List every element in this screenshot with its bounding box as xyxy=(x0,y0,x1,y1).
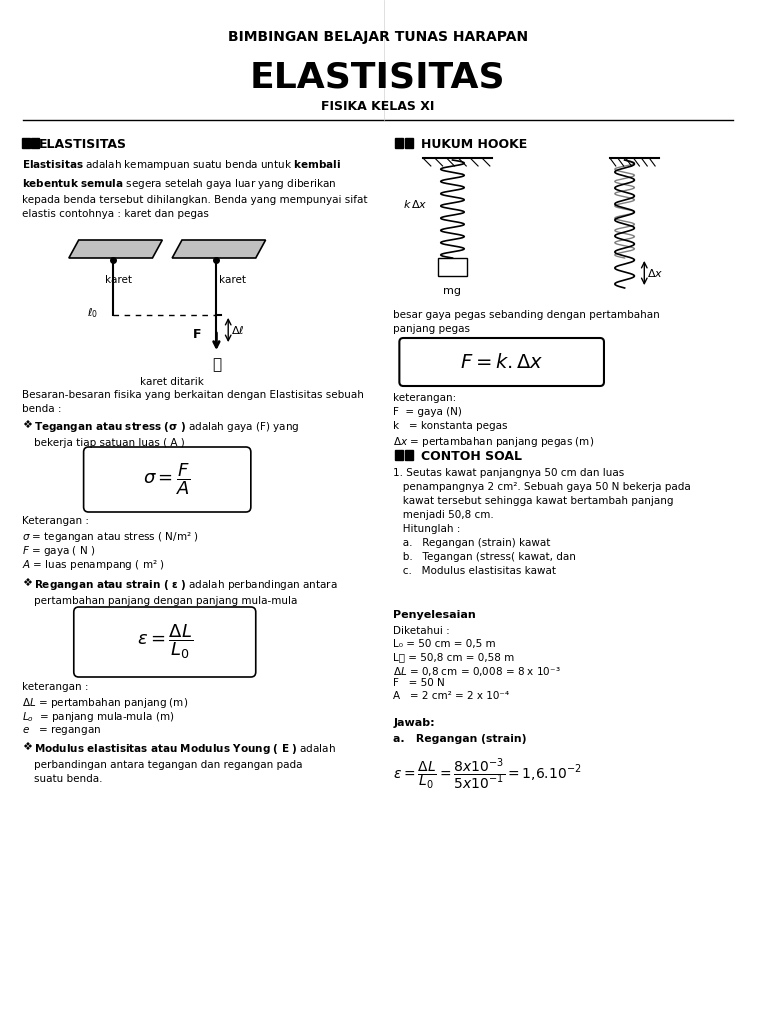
Text: keterangan:: keterangan: xyxy=(393,393,457,403)
Text: $k\,\Delta x$: $k\,\Delta x$ xyxy=(403,198,428,210)
Text: karet ditarik: karet ditarik xyxy=(141,377,204,387)
Text: $\ell_0$: $\ell_0$ xyxy=(88,306,98,319)
Text: Penyelesaian: Penyelesaian xyxy=(393,610,476,620)
Text: $\sigma$ = tegangan atau stress ( N/m² ): $\sigma$ = tegangan atau stress ( N/m² ) xyxy=(22,530,198,544)
Text: L₀ = 50 cm = 0,5 m: L₀ = 50 cm = 0,5 m xyxy=(393,639,496,649)
Text: karet: karet xyxy=(220,275,247,285)
Text: k   = konstanta pegas: k = konstanta pegas xyxy=(393,421,508,431)
Text: karet: karet xyxy=(105,275,132,285)
Text: $\mathbf{Regangan\ atau\ strain\ (\ \varepsilon\ )}$ adalah perbandingan antara
: $\mathbf{Regangan\ atau\ strain\ (\ \var… xyxy=(35,578,338,606)
Text: $\Delta x$ = pertambahan panjang pegas (m): $\Delta x$ = pertambahan panjang pegas (… xyxy=(393,435,594,449)
Text: $\sigma = \dfrac{F}{A}$: $\sigma = \dfrac{F}{A}$ xyxy=(144,462,191,498)
Text: F   = 50 N: F = 50 N xyxy=(393,678,445,688)
Text: $\mathbf{Elastisitas}$ adalah kemampuan suatu benda untuk $\mathbf{kembali}$
$\m: $\mathbf{Elastisitas}$ adalah kemampuan … xyxy=(22,158,367,219)
Text: ❖: ❖ xyxy=(22,742,31,752)
Bar xyxy=(22,138,29,148)
Text: 1. Seutas kawat panjangnya 50 cm dan luas
   penampangnya 2 cm². Sebuah gaya 50 : 1. Seutas kawat panjangnya 50 cm dan lua… xyxy=(393,468,691,575)
Polygon shape xyxy=(69,240,162,258)
Text: $\varepsilon = \dfrac{\Delta L}{L_0}$: $\varepsilon = \dfrac{\Delta L}{L_0}$ xyxy=(137,623,193,662)
Bar xyxy=(406,138,413,148)
Text: $\mathbf{Tegangan\ atau\ stress\ (\sigma\ )}$ adalah gaya (F) yang
bekerja tiap : $\mathbf{Tegangan\ atau\ stress\ (\sigma… xyxy=(35,420,300,449)
Text: FISIKA KELAS XI: FISIKA KELAS XI xyxy=(321,100,435,113)
Text: Keterangan :: Keterangan : xyxy=(22,516,88,526)
Text: Besaran-besaran fisika yang berkaitan dengan Elastisitas sebuah
benda :: Besaran-besaran fisika yang berkaitan de… xyxy=(22,390,363,414)
Polygon shape xyxy=(172,240,266,258)
Text: $\Delta\ell$: $\Delta\ell$ xyxy=(231,324,245,336)
Text: CONTOH SOAL: CONTOH SOAL xyxy=(421,450,522,463)
Text: BIMBINGAN BELAJAR TUNAS HARAPAN: BIMBINGAN BELAJAR TUNAS HARAPAN xyxy=(227,30,528,44)
Text: HUKUM HOOKE: HUKUM HOOKE xyxy=(421,138,528,151)
Text: A   = 2 cm² = 2 x 10⁻⁴: A = 2 cm² = 2 x 10⁻⁴ xyxy=(393,691,510,701)
Text: $F$ = gaya ( N ): $F$ = gaya ( N ) xyxy=(22,544,95,558)
Text: $\Delta x$: $\Delta x$ xyxy=(647,267,664,279)
Text: F: F xyxy=(193,329,202,341)
Text: a.   Regangan (strain): a. Regangan (strain) xyxy=(393,734,527,744)
Text: ❖: ❖ xyxy=(22,578,31,588)
Bar xyxy=(31,138,39,148)
Text: L꜀ = 50,8 cm = 0,58 m: L꜀ = 50,8 cm = 0,58 m xyxy=(393,652,515,662)
Text: $\mathbf{Modulus\ elastisitas\ atau\ Modulus\ Young\ (\ E\ )}$ adalah
perbanding: $\mathbf{Modulus\ elastisitas\ atau\ Mod… xyxy=(35,742,336,784)
Text: $F = k.\Delta x$: $F = k.\Delta x$ xyxy=(460,352,544,372)
Text: besar gaya pegas sebanding dengan pertambahan
panjang pegas: besar gaya pegas sebanding dengan pertam… xyxy=(393,310,660,334)
Text: keterangan :: keterangan : xyxy=(22,682,88,692)
Text: ELASTISITAS: ELASTISITAS xyxy=(39,138,127,151)
Text: mg: mg xyxy=(443,286,462,296)
Text: F  = gaya (N): F = gaya (N) xyxy=(393,407,462,417)
Bar xyxy=(396,138,403,148)
Bar xyxy=(438,258,467,276)
Text: $\Delta L$ = pertambahan panjang (m): $\Delta L$ = pertambahan panjang (m) xyxy=(22,696,188,710)
FancyBboxPatch shape xyxy=(84,447,251,512)
Text: $e$   = regangan: $e$ = regangan xyxy=(22,724,101,737)
Text: ELASTISITAS: ELASTISITAS xyxy=(250,60,505,94)
FancyBboxPatch shape xyxy=(74,607,256,677)
Text: ❖: ❖ xyxy=(22,420,31,430)
Text: $\Delta L$ = 0,8 cm = 0,008 = 8 x 10⁻³: $\Delta L$ = 0,8 cm = 0,008 = 8 x 10⁻³ xyxy=(393,665,561,678)
Text: ✋: ✋ xyxy=(212,357,221,372)
FancyBboxPatch shape xyxy=(399,338,604,386)
Bar xyxy=(406,450,413,460)
Text: Diketahui :: Diketahui : xyxy=(393,626,450,636)
Bar xyxy=(396,450,403,460)
Text: Jawab:: Jawab: xyxy=(393,718,435,728)
Text: $L_o$  = panjang mula-mula (m): $L_o$ = panjang mula-mula (m) xyxy=(22,710,174,724)
Text: $\varepsilon = \dfrac{\Delta L}{L_0} = \dfrac{8x10^{-3}}{5x10^{-1}} = 1{,}6.10^{: $\varepsilon = \dfrac{\Delta L}{L_0} = \… xyxy=(393,756,582,792)
Text: $A$ = luas penampang ( m² ): $A$ = luas penampang ( m² ) xyxy=(22,558,164,572)
